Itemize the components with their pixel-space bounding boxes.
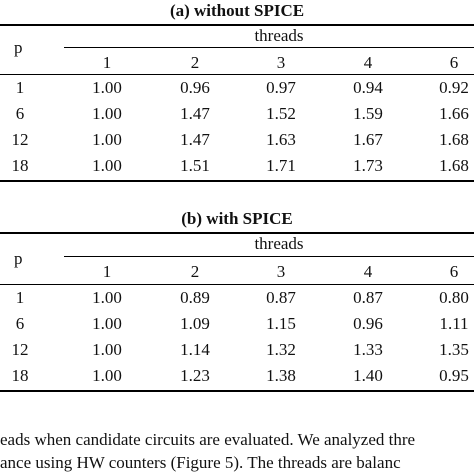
table-a-value-cell: 1.52 xyxy=(266,104,296,123)
table-b-top-rule xyxy=(0,232,474,234)
table-b-p-cell: 6 xyxy=(15,314,25,333)
table-a-p-cell: 6 xyxy=(15,104,25,123)
table-b-value-cell: 1.23 xyxy=(180,366,210,385)
table-b-bottom-rule xyxy=(0,390,474,392)
table-a-value-cell: 1.68 xyxy=(439,156,469,175)
table-b-value-cell: 1.00 xyxy=(92,366,122,385)
table-a-value-cell: 1.00 xyxy=(92,78,122,97)
table-b-p-cell: 1 xyxy=(15,288,25,307)
table-b-value-cell: 0.87 xyxy=(353,288,383,307)
table-a-value-cell: 1.73 xyxy=(353,156,383,175)
table-b-value-cell: 1.15 xyxy=(266,314,296,333)
table-b-value-cell: 0.89 xyxy=(180,288,210,307)
table-b-caption: (b) with SPICE xyxy=(181,209,293,228)
table-a-value-cell: 1.47 xyxy=(180,104,210,123)
table-a-group-rule xyxy=(64,47,474,48)
table-b-col-header: 2 xyxy=(190,262,200,281)
table-a-row-header: p xyxy=(14,38,23,57)
table-a-top-rule xyxy=(0,24,474,26)
table-b-p-cell: 18 xyxy=(11,366,29,385)
table-b-group-rule xyxy=(64,256,474,257)
table-a-value-cell: 1.51 xyxy=(180,156,210,175)
table-a-col-header: 6 xyxy=(449,53,459,72)
table-b-value-cell: 1.00 xyxy=(92,314,122,333)
table-a-value-cell: 0.94 xyxy=(353,78,383,97)
table-b-value-cell: 1.35 xyxy=(439,340,469,359)
table-b-value-cell: 1.14 xyxy=(180,340,210,359)
table-a-value-cell: 0.96 xyxy=(180,78,210,97)
table-b-value-cell: 0.96 xyxy=(353,314,383,333)
table-b-value-cell: 0.95 xyxy=(439,366,469,385)
table-b-value-cell: 0.80 xyxy=(439,288,469,307)
table-a-value-cell: 1.68 xyxy=(439,130,469,149)
table-a-col-header: 3 xyxy=(276,53,286,72)
table-a-p-cell: 18 xyxy=(11,156,29,175)
table-a-value-cell: 1.71 xyxy=(266,156,296,175)
table-a-value-cell: 1.00 xyxy=(92,156,122,175)
table-b-value-cell: 1.09 xyxy=(180,314,210,333)
table-a-value-cell: 0.97 xyxy=(266,78,296,97)
table-a-value-cell: 1.00 xyxy=(92,130,122,149)
table-b-col-header: 4 xyxy=(363,262,373,281)
table-a-col-header: 2 xyxy=(190,53,200,72)
table-a-value-cell: 1.00 xyxy=(92,104,122,123)
table-a-col-header: 1 xyxy=(102,53,112,72)
table-b-value-cell: 1.38 xyxy=(266,366,296,385)
table-b-value-cell: 1.40 xyxy=(353,366,383,385)
table-a-value-cell: 1.47 xyxy=(180,130,210,149)
table-a-value-cell: 1.59 xyxy=(353,104,383,123)
table-a-value-cell: 1.66 xyxy=(439,104,469,123)
table-b-group-header: threads xyxy=(254,234,304,253)
table-b-value-cell: 1.00 xyxy=(92,340,122,359)
table-a-bottom-rule xyxy=(0,180,474,182)
table-b-value-cell: 1.11 xyxy=(439,314,469,333)
table-a-mid-rule xyxy=(0,74,474,75)
table-b-value-cell: 1.32 xyxy=(266,340,296,359)
table-a-col-header: 4 xyxy=(363,53,373,72)
body-text-line: eads when candidate circuits are evaluat… xyxy=(0,430,416,449)
body-text-line: ance using HW counters (Figure 5). The t… xyxy=(0,453,401,472)
table-a-value-cell: 0.92 xyxy=(439,78,469,97)
table-b-mid-rule xyxy=(0,284,474,285)
table-a-caption: (a) without SPICE xyxy=(169,1,305,20)
table-b-value-cell: 0.87 xyxy=(266,288,296,307)
table-b-col-header: 3 xyxy=(276,262,286,281)
table-b-col-header: 1 xyxy=(102,262,112,281)
table-b-col-header: 6 xyxy=(449,262,459,281)
table-a-value-cell: 1.67 xyxy=(353,130,383,149)
table-b-row-header: p xyxy=(14,249,23,268)
table-b-value-cell: 1.33 xyxy=(353,340,383,359)
table-b-p-cell: 12 xyxy=(11,340,29,359)
table-a-p-cell: 1 xyxy=(15,78,25,97)
table-b-value-cell: 1.00 xyxy=(92,288,122,307)
table-a-value-cell: 1.63 xyxy=(266,130,296,149)
table-a-group-header: threads xyxy=(254,26,304,45)
table-a-p-cell: 12 xyxy=(11,130,29,149)
